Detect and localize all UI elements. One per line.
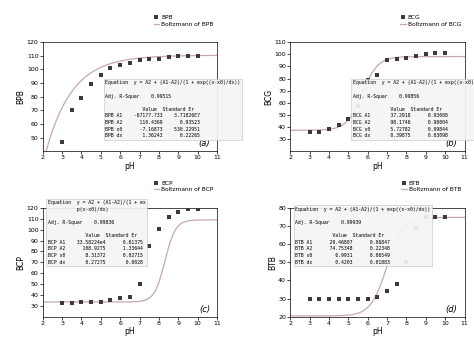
Point — [194, 53, 201, 59]
Point — [165, 55, 173, 60]
X-axis label: pH: pH — [125, 327, 135, 337]
Point — [58, 300, 66, 306]
Point — [184, 206, 191, 212]
Point — [306, 129, 313, 134]
Point — [107, 65, 114, 71]
Point — [68, 300, 75, 306]
Text: Equation  y = A2 + (A1-A2)/(1 + exp((x-x0)/dx))

Adj. R-Squar    0.99939

      : Equation y = A2 + (A1-A2)/(1 + exp((x-x0… — [295, 207, 430, 264]
Point — [325, 127, 333, 132]
Point — [364, 296, 372, 301]
Legend: BTB, Boltzmann of BTB: BTB, Boltzmann of BTB — [401, 180, 462, 193]
Point — [393, 56, 401, 62]
Point — [136, 57, 143, 63]
Point — [174, 209, 182, 215]
Point — [146, 243, 153, 249]
Point — [165, 214, 173, 219]
Point — [174, 53, 182, 59]
Point — [374, 294, 381, 300]
Point — [325, 296, 333, 301]
Point — [97, 72, 105, 78]
Point — [383, 58, 391, 63]
Y-axis label: BCP: BCP — [17, 255, 25, 270]
Legend: BCG, Boltzmann of BCG: BCG, Boltzmann of BCG — [400, 15, 462, 27]
Point — [354, 296, 362, 301]
Y-axis label: BTB: BTB — [268, 255, 277, 270]
Point — [126, 294, 134, 300]
Point — [184, 53, 191, 59]
Point — [383, 289, 391, 294]
Point — [87, 299, 95, 304]
Point — [422, 214, 429, 220]
X-axis label: pH: pH — [372, 162, 383, 171]
Point — [412, 53, 420, 58]
Point — [68, 107, 75, 113]
Text: (b): (b) — [446, 139, 457, 148]
Legend: BCP, Boltzmann of BCP: BCP, Boltzmann of BCP — [153, 180, 214, 193]
Point — [107, 298, 114, 303]
X-axis label: pH: pH — [372, 327, 383, 337]
Point — [316, 129, 323, 134]
Point — [78, 299, 85, 304]
Point — [136, 281, 143, 287]
Y-axis label: BPB: BPB — [17, 89, 25, 104]
X-axis label: pH: pH — [125, 162, 135, 171]
Point — [345, 116, 352, 121]
Point — [402, 259, 410, 265]
Text: Equation  y = A2 + (A1-A2)/(1 + ex
          p(x-x0)/dx)

Adj. R-Squar    0.9983: Equation y = A2 + (A1-A2)/(1 + ex p(x-x0… — [48, 200, 146, 264]
Point — [374, 72, 381, 78]
Legend: BPB, Boltzmann of BPB: BPB, Boltzmann of BPB — [153, 15, 214, 27]
Point — [116, 295, 124, 301]
Point — [364, 77, 372, 83]
Point — [87, 82, 95, 87]
Point — [316, 296, 323, 301]
Text: Equation  y = A2 + (A1-A2)/(1 + exp((x-x0)/dx))

Adj. R-Squar    0.99856

      : Equation y = A2 + (A1-A2)/(1 + exp((x-x0… — [353, 80, 474, 138]
Point — [441, 214, 449, 220]
Point — [194, 206, 201, 212]
Text: (a): (a) — [199, 139, 210, 148]
Y-axis label: BCG: BCG — [264, 89, 273, 105]
Point — [432, 214, 439, 220]
Point — [306, 296, 313, 301]
Point — [146, 56, 153, 61]
Point — [393, 281, 401, 287]
Point — [432, 50, 439, 56]
Point — [58, 139, 66, 144]
Point — [335, 296, 342, 301]
Point — [116, 63, 124, 68]
Point — [126, 60, 134, 65]
Point — [97, 299, 105, 304]
Point — [412, 225, 420, 231]
Point — [354, 103, 362, 109]
Text: Equation  y = A2 + (A1-A2)/(1 + exp((x-x0)/dx))

Adj. R-Squar    0.99515

      : Equation y = A2 + (A1-A2)/(1 + exp((x-x0… — [105, 80, 240, 138]
Point — [78, 95, 85, 101]
Point — [402, 55, 410, 61]
Text: (d): (d) — [446, 304, 457, 314]
Point — [155, 226, 163, 231]
Point — [422, 51, 429, 57]
Text: (c): (c) — [199, 304, 210, 314]
Point — [345, 296, 352, 301]
Point — [155, 56, 163, 61]
Point — [335, 122, 342, 127]
Point — [441, 50, 449, 56]
